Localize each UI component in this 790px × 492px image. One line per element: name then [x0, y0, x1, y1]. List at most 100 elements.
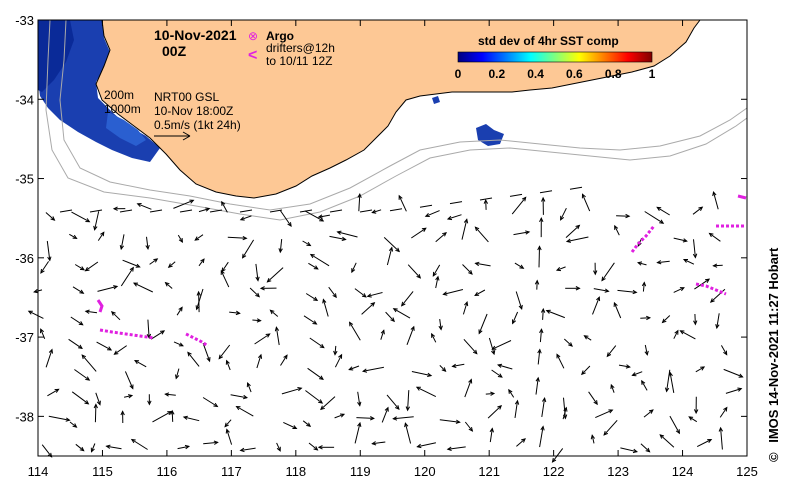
current-arrow — [535, 376, 540, 395]
current-arrow — [224, 419, 232, 428]
current-arrow — [692, 206, 704, 215]
current-arrow — [246, 382, 252, 393]
drifter-track-2 — [185, 332, 209, 348]
current-arrow — [720, 345, 728, 356]
current-arrow — [309, 337, 325, 349]
current-arrow — [110, 310, 121, 321]
current-arrow — [280, 354, 288, 366]
current-arrow — [682, 259, 695, 265]
current-arrow — [719, 406, 728, 418]
current-arrow — [656, 260, 670, 265]
current-arrow — [281, 387, 303, 395]
current-arrow — [173, 199, 195, 209]
current-arrow — [146, 319, 152, 339]
current-arrow — [614, 224, 620, 236]
current-arrow — [328, 286, 337, 299]
current-arrow — [446, 446, 466, 451]
current-arrow — [334, 413, 346, 419]
current-arrow — [565, 224, 581, 238]
current-arrow — [132, 282, 154, 293]
colorbar — [457, 51, 653, 63]
header-date: 10-Nov-2021 — [154, 27, 237, 43]
current-arrow — [461, 218, 469, 240]
current-arrow — [195, 288, 204, 311]
current-arrow — [406, 325, 415, 345]
current-arrow — [276, 442, 281, 452]
current-arrow — [616, 213, 631, 219]
current-arrow — [556, 353, 565, 369]
current-arrow — [641, 281, 647, 292]
current-arrow — [474, 261, 491, 267]
current-arrow — [351, 262, 357, 274]
current-arrow — [136, 203, 152, 210]
argo-label: Argo — [266, 29, 294, 43]
current-arrow — [693, 313, 698, 326]
colorbar-tick-label: 0.4 — [527, 67, 544, 81]
current-arrow — [640, 443, 651, 453]
current-arrow — [196, 290, 201, 313]
current-arrow — [254, 333, 271, 345]
current-arrow — [562, 406, 568, 420]
drifter-track-4 — [716, 194, 747, 228]
current-arrow — [483, 198, 489, 210]
current-arrow — [537, 348, 542, 365]
current-arrow — [534, 279, 540, 290]
lon-tick-label: 115 — [92, 464, 113, 479]
current-arrow — [644, 211, 665, 224]
current-arrow — [725, 387, 743, 394]
current-arrow — [149, 258, 159, 265]
axis-ticks — [37, 19, 748, 456]
current-arrow — [618, 364, 631, 369]
current-arrow — [120, 266, 134, 287]
current-arrow — [392, 416, 414, 421]
current-arrow — [147, 394, 152, 406]
current-arrow — [488, 337, 496, 356]
current-arrow — [590, 434, 595, 444]
current-arrow — [336, 230, 358, 238]
current-arrow — [75, 443, 85, 452]
current-arrow — [610, 383, 615, 393]
current-arrow — [348, 365, 360, 371]
current-arrow — [302, 240, 312, 247]
current-arrow — [497, 363, 513, 370]
current-arrow — [593, 288, 610, 293]
current-arrow — [299, 209, 313, 213]
current-arrow — [74, 369, 91, 381]
current-arrow — [259, 286, 277, 291]
current-arrow — [371, 441, 386, 446]
current-arrow — [164, 392, 176, 397]
current-arrow — [640, 315, 652, 321]
current-arrow — [669, 415, 680, 435]
current-arrow — [269, 209, 283, 213]
current-arrow — [439, 419, 461, 424]
current-arrow — [45, 212, 56, 221]
current-arrow — [179, 209, 193, 213]
current-arrow — [512, 311, 519, 325]
current-arrow — [317, 214, 330, 219]
current-arrow — [96, 341, 113, 351]
current-arrow — [48, 415, 71, 422]
current-arrow — [718, 426, 724, 450]
current-arrow — [357, 391, 362, 407]
current-arrow — [81, 354, 97, 372]
current-arrow — [712, 263, 723, 268]
current-arrow — [255, 263, 260, 282]
colorbar-tick-label: 0.6 — [566, 67, 583, 81]
current-arrow — [279, 210, 292, 228]
lon-tick-label: 118 — [285, 464, 306, 479]
lat-tick-label: -33 — [15, 13, 34, 28]
current-arrow — [105, 444, 122, 450]
product-line3: 0.5m/s (1kt 24h) — [154, 118, 241, 132]
current-arrow — [435, 231, 447, 243]
current-arrow — [664, 369, 671, 393]
current-arrow — [145, 236, 150, 251]
current-arrow — [198, 207, 211, 213]
current-arrow — [462, 264, 473, 275]
current-arrow — [71, 391, 90, 405]
current-arrow — [449, 201, 463, 205]
current-arrow — [130, 438, 148, 450]
current-arrow — [84, 261, 99, 272]
drifter-tracks — [96, 194, 747, 348]
current-arrow — [229, 310, 241, 316]
